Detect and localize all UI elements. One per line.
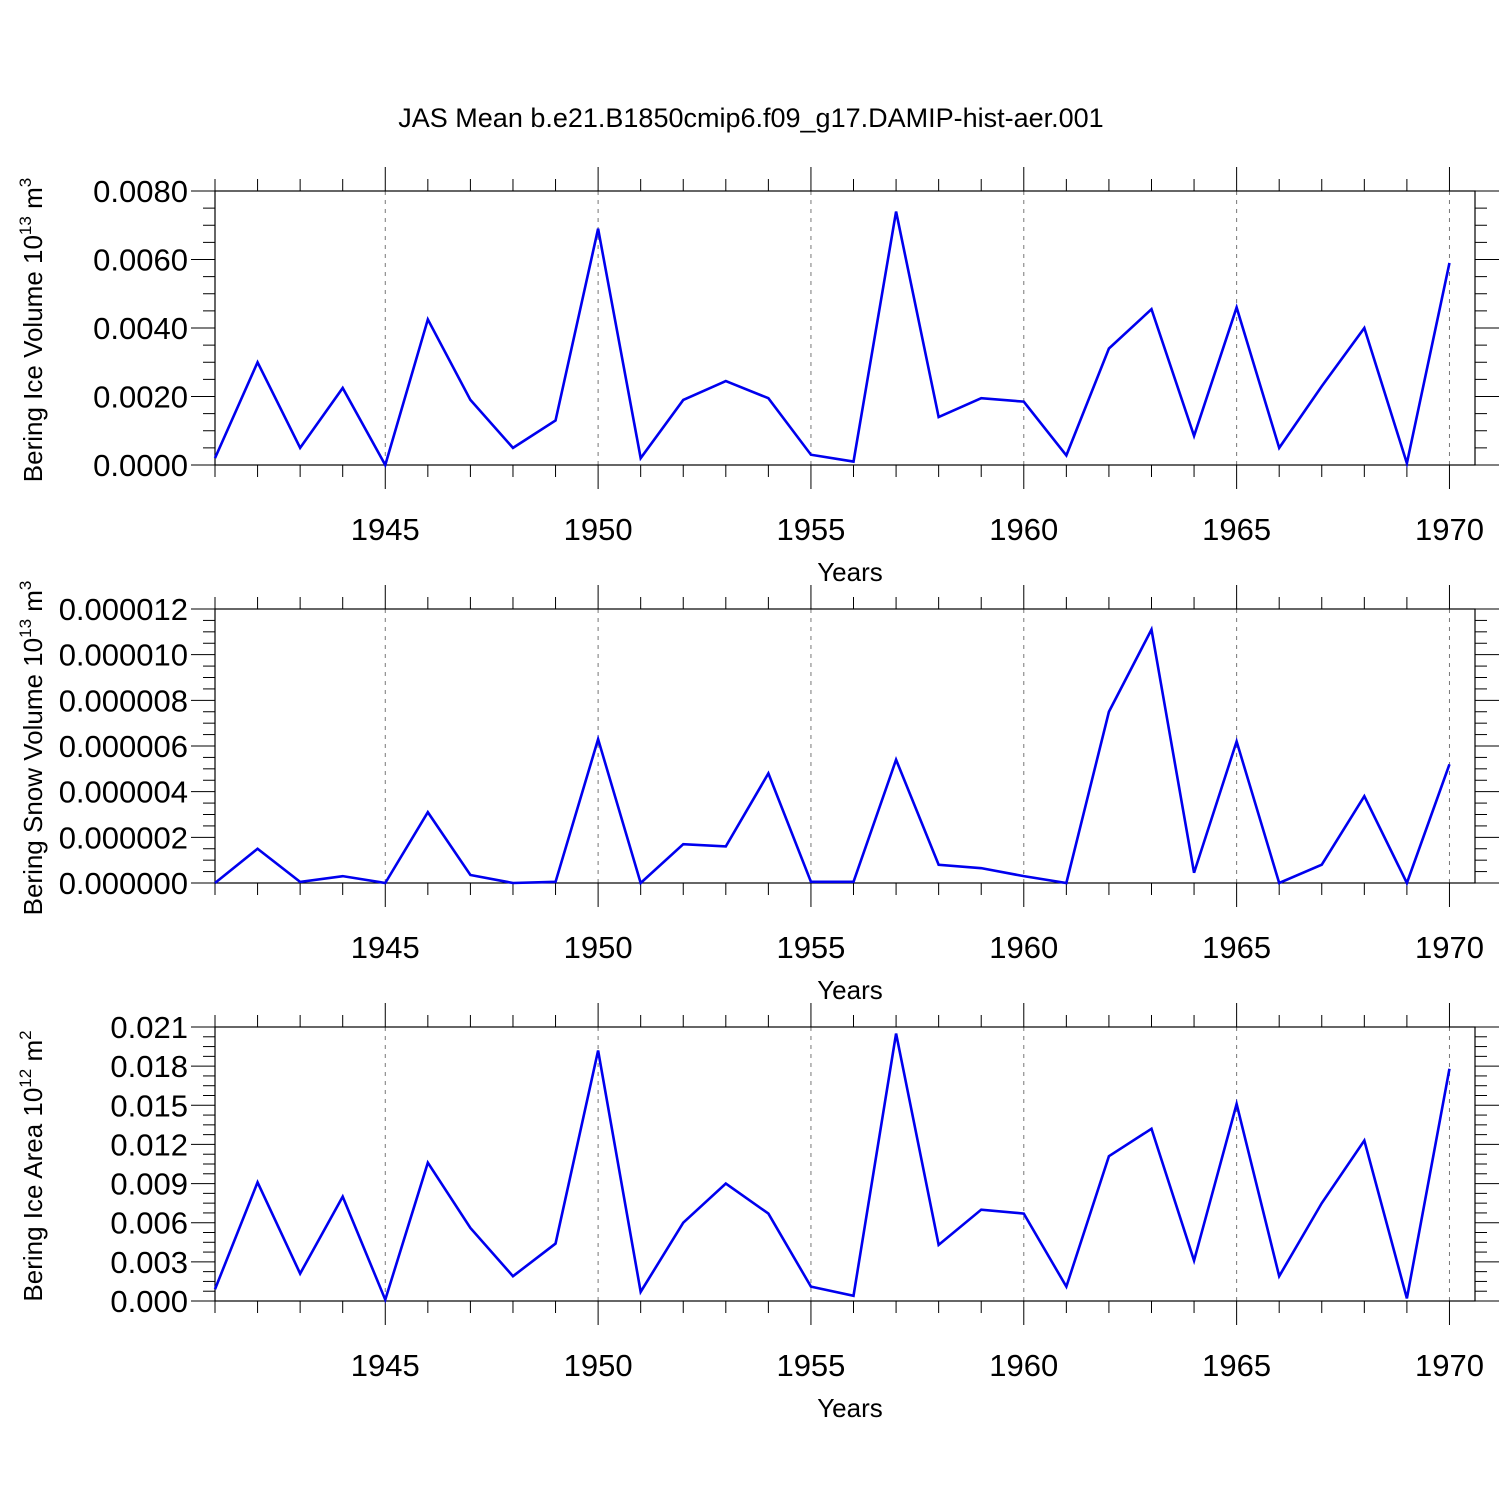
x-tick-label: 1970 bbox=[1415, 930, 1484, 965]
y-tick-label: 0.018 bbox=[110, 1049, 188, 1084]
x-tick-label: 1950 bbox=[564, 930, 633, 965]
x-tick-label: 1945 bbox=[351, 930, 420, 965]
chart-panel-3: 0.000 0.003 0.006 0.009 0.012 0.015 0.018 0.021… bbox=[16, 1003, 1499, 1423]
y-tick-label: 0.000 bbox=[110, 1284, 188, 1319]
x-tick-label: 1945 bbox=[351, 512, 420, 547]
y-tick-label: 0.0000 bbox=[93, 448, 188, 483]
chart-panel-1: 0.0000 0.0020 0.0040 0.0060 0.0080 1945 1950 19… bbox=[16, 167, 1499, 587]
x-tick-label: 1955 bbox=[776, 930, 845, 965]
y-tick-label: 0.000002 bbox=[59, 820, 188, 855]
y-tick-label: 0.006 bbox=[110, 1206, 188, 1241]
y-axis-label: Bering Snow Volume 1013 m3 bbox=[16, 581, 48, 916]
y-tick-label: 0.015 bbox=[110, 1088, 188, 1123]
y-tick-label: 0.009 bbox=[110, 1167, 188, 1202]
x-axis-label: Years bbox=[817, 1393, 883, 1423]
panels: 0.0000 0.0020 0.0040 0.0060 0.0080 1945 1950 19… bbox=[16, 167, 1499, 1423]
x-tick-label: 1965 bbox=[1202, 1348, 1271, 1383]
series-line bbox=[214, 625, 1451, 887]
x-tick-label: 1955 bbox=[776, 1348, 845, 1383]
y-tick-label: 0.000006 bbox=[59, 729, 188, 764]
x-tick-label: 1955 bbox=[776, 512, 845, 547]
y-tick-label: 0.000004 bbox=[59, 775, 188, 810]
chart-panel-2: 0.000000 0.000002 0.000004 0.000006 0.000008… bbox=[16, 581, 1499, 1005]
x-tick-label: 1965 bbox=[1202, 512, 1271, 547]
figure-title: JAS Mean b.e21.B1850cmip6.f09_g17.DAMIP-… bbox=[398, 103, 1103, 133]
x-axis-label: Years bbox=[817, 557, 883, 587]
y-tick-label: 0.021 bbox=[110, 1010, 188, 1045]
x-tick-label: 1965 bbox=[1202, 930, 1271, 965]
x-tick-label: 1970 bbox=[1415, 512, 1484, 547]
x-axis-label: Years bbox=[817, 975, 883, 1005]
y-tick-label: 0.000008 bbox=[59, 683, 188, 718]
x-tick-label: 1960 bbox=[989, 930, 1058, 965]
y-tick-label: 0.0080 bbox=[93, 174, 188, 209]
y-tick-label: 0.000000 bbox=[59, 866, 188, 901]
x-tick-label: 1970 bbox=[1415, 1348, 1484, 1383]
x-tick-label: 1950 bbox=[564, 512, 633, 547]
y-tick-label: 0.0020 bbox=[93, 380, 188, 415]
y-tick-label: 0.0060 bbox=[93, 243, 188, 278]
series-line bbox=[213, 211, 1451, 469]
y-axis-label: Bering Ice Volume 1013 m3 bbox=[16, 178, 48, 482]
x-tick-label: 1950 bbox=[564, 1348, 633, 1383]
y-tick-label: 0.0040 bbox=[93, 311, 188, 346]
x-tick-label: 1960 bbox=[989, 512, 1058, 547]
x-tick-label: 1945 bbox=[351, 1348, 420, 1383]
y-tick-label: 0.000010 bbox=[59, 638, 188, 673]
y-axis-label: Bering Ice Area 1012 m2 bbox=[16, 1030, 48, 1301]
y-tick-label: 0.000012 bbox=[59, 592, 188, 627]
y-tick-label: 0.012 bbox=[110, 1127, 188, 1162]
series-line bbox=[213, 1033, 1451, 1304]
x-tick-label: 1960 bbox=[989, 1348, 1058, 1383]
y-tick-label: 0.003 bbox=[110, 1245, 188, 1280]
